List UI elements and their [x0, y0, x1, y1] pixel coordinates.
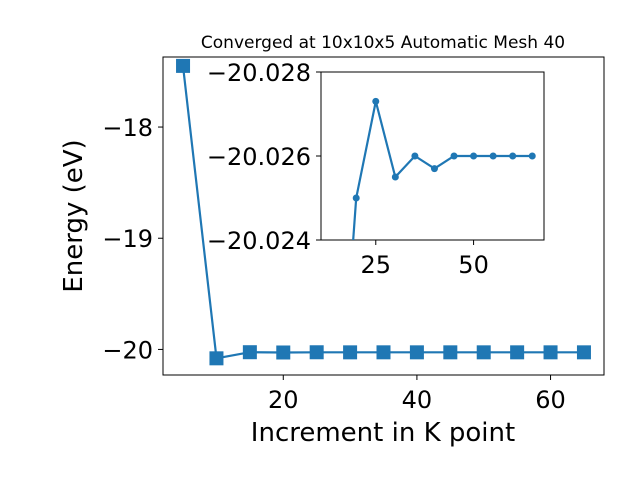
inset-data-point — [430, 165, 438, 173]
inset-y-tick-label: −20.024 — [207, 227, 311, 255]
main-data-point — [176, 58, 191, 73]
y-axis-label: Energy (eV) — [59, 139, 89, 292]
x-axis-label: Increment in K point — [251, 418, 515, 448]
inset-data-point — [333, 468, 340, 475]
main-data-point — [376, 345, 391, 360]
main-series — [176, 58, 591, 366]
x-tick-label: 40 — [402, 386, 433, 414]
inset-data-point — [411, 152, 419, 160]
inset-series — [333, 97, 536, 475]
inset-x-tick-label: 25 — [360, 251, 391, 279]
inset-data-point — [509, 152, 517, 160]
inset-ticks: 25 50 −20.028 −20.026 −20.024 — [207, 59, 489, 279]
main-data-point — [409, 345, 424, 360]
y-tick-label: −19 — [102, 225, 153, 253]
inset-data-point — [528, 152, 536, 160]
y-tick-label: −20 — [102, 336, 153, 364]
inset-data-point — [372, 97, 380, 105]
inset-data-point — [470, 152, 478, 160]
chart-title: Converged at 10x10x5 Automatic Mesh 40 — [201, 33, 565, 53]
inset-data-point — [489, 152, 497, 160]
main-data-point — [510, 345, 525, 360]
x-tick-label: 20 — [268, 386, 299, 414]
main-data-point — [209, 351, 224, 366]
main-data-point — [443, 345, 458, 360]
inset-data-point — [450, 152, 458, 160]
inset-x-tick-label: 50 — [458, 251, 489, 279]
main-data-point — [309, 345, 324, 360]
main-data-point — [276, 345, 291, 360]
main-data-point — [576, 345, 591, 360]
inset-data-point — [391, 173, 399, 181]
x-tick-label: 60 — [535, 386, 566, 414]
y-tick-label: −18 — [102, 114, 153, 142]
main-data-point — [343, 345, 358, 360]
inset-y-tick-label: −20.028 — [207, 59, 311, 87]
main-ticks: 20 40 60 −18 −19 −20 — [102, 114, 565, 414]
inset-data-point — [352, 194, 360, 202]
inset-chart: 25 50 −20.028 −20.026 −20.024 — [207, 59, 545, 475]
main-data-point — [476, 345, 491, 360]
inset-y-tick-label: −20.026 — [207, 143, 311, 171]
main-data-point — [543, 345, 558, 360]
inset-series-group — [333, 97, 536, 475]
main-data-point — [242, 345, 257, 360]
